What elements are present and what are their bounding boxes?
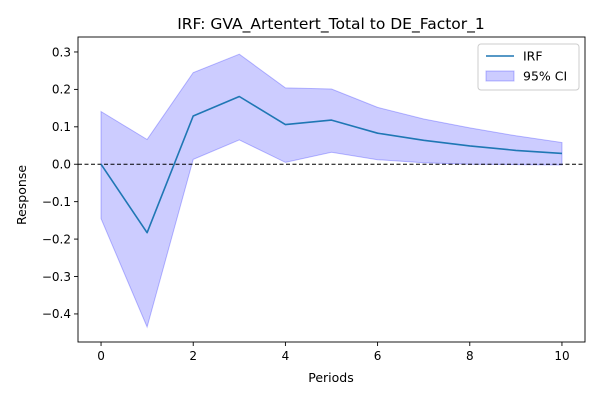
y-tick-label: 0.1 <box>52 120 71 134</box>
y-tick-label: −0.4 <box>42 307 71 321</box>
data-point <box>561 153 563 155</box>
legend-ci-label: 95% CI <box>523 69 567 84</box>
data-point <box>377 132 379 134</box>
x-tick-label: 0 <box>97 349 105 363</box>
y-tick-label: 0.2 <box>52 83 71 97</box>
data-point <box>100 163 102 165</box>
x-tick-label: 10 <box>554 349 569 363</box>
legend: IRF 95% CI <box>477 43 580 91</box>
y-axis-label: Response <box>14 165 29 225</box>
x-tick-label: 2 <box>189 349 197 363</box>
data-point <box>515 150 517 152</box>
y-tick-label: −0.1 <box>42 195 71 209</box>
data-point <box>469 145 471 147</box>
axes-frame <box>77 36 586 343</box>
data-point <box>239 96 241 98</box>
x-tick-label: 4 <box>282 349 290 363</box>
x-tick-label: 6 <box>374 349 382 363</box>
y-tick-label: −0.2 <box>42 232 71 246</box>
plot-area: 0 2 4 6 8 10 −0.4 −0.3 −0.2 −0.1 0.0 0.1 0.2 0.3 <box>42 36 586 363</box>
x-axis-label: Periods <box>308 370 354 385</box>
x-tick-label: 8 <box>466 349 474 363</box>
data-point <box>285 124 287 126</box>
data-point <box>423 140 425 142</box>
data-point <box>146 232 148 234</box>
ci-band <box>100 53 563 329</box>
legend-ci-patch <box>485 70 515 82</box>
y-tick-label: 0.0 <box>52 158 71 172</box>
legend-irf-label: IRF <box>523 49 543 64</box>
y-tick-label: 0.3 <box>52 45 71 59</box>
series-line-irf <box>100 95 563 234</box>
y-tick-label: −0.3 <box>42 270 71 284</box>
chart-title: IRF: GVA_Artentert_Total to DE_Factor_1 <box>177 15 485 34</box>
data-point <box>331 119 333 121</box>
data-point <box>192 115 194 117</box>
